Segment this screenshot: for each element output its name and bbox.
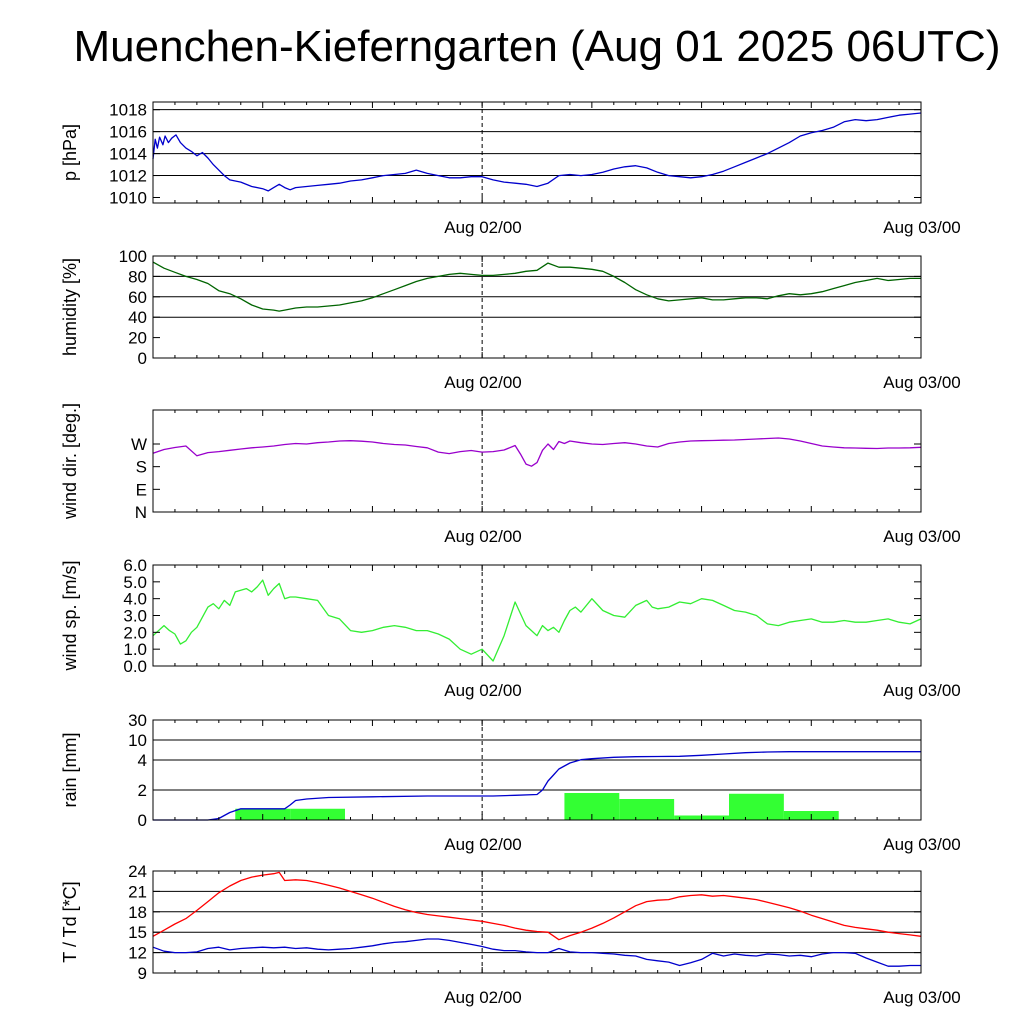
panel-wind_speed: 0.01.02.03.04.05.06.0 wind sp. [m/s] Aug 0… (60, 556, 961, 700)
y-tick-label: 0 (138, 811, 147, 830)
y-tick-label: 4 (138, 751, 147, 770)
humidity-line (152, 261, 921, 312)
y-tick-label: 1016 (109, 123, 147, 142)
y-tick-label: 100 (119, 247, 147, 266)
x-tick-label: Aug 03/00 (883, 527, 961, 546)
x-tick-label: Aug 03/00 (883, 835, 961, 854)
y-tick-label: 6.0 (123, 556, 147, 575)
y-tick-label: 40 (128, 308, 147, 327)
x-tick-label: Aug 02/00 (444, 835, 522, 854)
y-tick-label: 4.0 (123, 590, 147, 609)
y-axis-label: humidity [%] (60, 258, 80, 356)
y-tick-label: 21 (128, 882, 147, 901)
y-tick-label: 9 (138, 964, 147, 983)
y-tick-label: S (136, 458, 147, 477)
y-tick-label: W (131, 435, 147, 454)
rain-bar (729, 793, 784, 820)
rain-line (153, 751, 921, 821)
x-tick-label: Aug 02/00 (444, 218, 522, 237)
y-tick-label: E (136, 480, 147, 499)
plot-frame (152, 564, 922, 667)
y-tick-label: 30 (128, 711, 147, 730)
temperature-line (152, 871, 922, 941)
y-tick-label: 80 (128, 267, 147, 286)
y-tick-label: 3.0 (123, 607, 147, 626)
y-tick-label: 0 (138, 349, 147, 368)
y-tick-label: 10 (128, 731, 147, 750)
y-axis-label: wind dir. [deg.] (60, 403, 80, 520)
y-tick-label: 1012 (109, 167, 147, 186)
y-tick-label: 18 (128, 903, 147, 922)
y-tick-label: 1010 (109, 189, 147, 208)
y-tick-label: 24 (128, 862, 147, 881)
x-tick-label: Aug 03/00 (883, 988, 961, 1007)
wind_direction-line (152, 437, 922, 467)
x-tick-label: Aug 02/00 (444, 527, 522, 546)
plot-frame (152, 255, 922, 359)
y-axis-label: T / Td [*C] (60, 881, 80, 962)
plot-frame (152, 409, 922, 513)
y-tick-label: 2.0 (123, 623, 147, 642)
rain-bar (290, 808, 345, 820)
plot-frame (152, 719, 922, 821)
y-tick-label: 2 (138, 781, 147, 800)
x-tick-label: Aug 03/00 (883, 681, 961, 700)
y-tick-label: 60 (128, 288, 147, 307)
plot-frame (152, 101, 922, 204)
pressure-line (152, 112, 922, 192)
x-tick-label: Aug 02/00 (444, 988, 522, 1007)
wind_speed-line (152, 579, 922, 662)
y-axis-label: rain [mm] (60, 732, 80, 807)
chart-title: Muenchen-Kieferngarten (Aug 01 2025 06UT… (73, 22, 1001, 71)
y-tick-label: 5.0 (123, 573, 147, 592)
y-tick-label: 1018 (109, 101, 147, 120)
y-axis-label: p [hPa] (60, 124, 80, 181)
plot-frame (152, 870, 922, 974)
panel-pressure: 1010 1012 1014 1016 1018 p [hPa] Aug 02/00 Aug … (60, 101, 961, 237)
y-tick-label: 12 (128, 944, 147, 963)
y-tick-label: 15 (128, 923, 147, 942)
y-tick-label: N (135, 503, 147, 522)
y-tick-label: 1.0 (123, 640, 147, 659)
x-tick-label: Aug 03/00 (883, 218, 961, 237)
y-tick-label: 20 (128, 329, 147, 348)
rain-bar (619, 799, 675, 820)
temperature-line (152, 938, 921, 967)
x-tick-label: Aug 02/00 (444, 681, 522, 700)
y-tick-label: 0.0 (123, 657, 147, 676)
x-tick-label: Aug 02/00 (444, 373, 522, 392)
y-tick-label: 1014 (109, 145, 147, 164)
y-axis-label: wind sp. [m/s] (60, 560, 80, 671)
x-tick-label: Aug 03/00 (883, 373, 961, 392)
